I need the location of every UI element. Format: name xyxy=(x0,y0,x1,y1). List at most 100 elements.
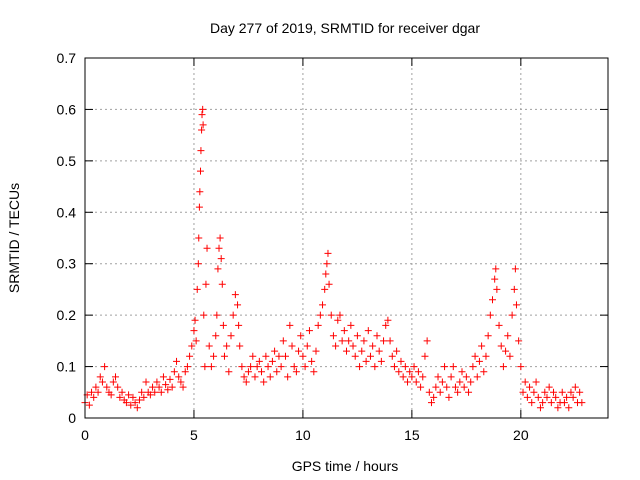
data-point xyxy=(558,388,566,396)
data-point xyxy=(220,352,228,360)
data-point xyxy=(125,391,133,399)
y-tick-label: 0.4 xyxy=(57,204,77,220)
data-point xyxy=(380,337,388,345)
data-point xyxy=(210,352,218,360)
data-point xyxy=(502,347,510,355)
data-point xyxy=(200,311,208,319)
data-point xyxy=(569,393,577,401)
data-point xyxy=(202,280,210,288)
data-point xyxy=(451,383,459,391)
data-point xyxy=(545,383,553,391)
data-point xyxy=(118,388,126,396)
data-point xyxy=(85,401,93,409)
data-point xyxy=(284,373,292,381)
data-point xyxy=(340,327,348,335)
data-point xyxy=(212,332,220,340)
data-point xyxy=(547,399,555,407)
data-point xyxy=(197,147,205,155)
data-point xyxy=(436,388,444,396)
data-point xyxy=(519,388,527,396)
data-point xyxy=(135,396,143,404)
data-point xyxy=(532,378,540,386)
data-point xyxy=(305,327,313,335)
data-point xyxy=(103,383,111,391)
x-tick-label: 20 xyxy=(513,427,529,443)
data-point xyxy=(258,368,266,376)
data-point xyxy=(166,375,174,383)
data-point xyxy=(534,393,542,401)
data-point xyxy=(194,260,202,268)
data-point xyxy=(408,373,416,381)
data-point xyxy=(510,285,518,293)
data-point xyxy=(186,352,194,360)
data-point xyxy=(432,383,440,391)
y-tick-label: 0 xyxy=(68,410,76,426)
data-point xyxy=(140,393,148,401)
data-point xyxy=(109,378,117,386)
data-point xyxy=(384,316,392,324)
data-point xyxy=(401,363,409,371)
data-point xyxy=(343,347,350,355)
data-point xyxy=(198,111,206,119)
data-point xyxy=(410,363,418,371)
x-tick-label: 5 xyxy=(190,427,198,443)
data-point xyxy=(195,203,203,211)
data-point xyxy=(193,285,201,293)
data-point xyxy=(94,388,102,396)
axis-ticks: 0 0.1 0.2 0.3 0.4 0.5 0.6 0.7 0 5 10 15 20 xyxy=(57,50,608,443)
data-point xyxy=(325,280,333,288)
data-point xyxy=(310,368,318,376)
data-point xyxy=(438,378,446,386)
data-point xyxy=(218,280,226,288)
data-point xyxy=(512,301,520,309)
data-point xyxy=(362,357,370,365)
data-point xyxy=(195,234,203,242)
data-point xyxy=(292,368,300,376)
data-point xyxy=(471,352,479,360)
data-point xyxy=(441,363,449,371)
data-point xyxy=(528,399,536,407)
data-point xyxy=(460,383,468,391)
data-point xyxy=(419,373,427,381)
data-point xyxy=(249,352,257,360)
data-point xyxy=(425,388,433,396)
data-point xyxy=(434,373,442,381)
data-point xyxy=(329,332,337,340)
data-point xyxy=(286,321,294,329)
data-point xyxy=(253,363,261,371)
data-point xyxy=(247,363,255,371)
x-tick-label: 10 xyxy=(295,427,311,443)
data-point xyxy=(264,363,272,371)
data-point xyxy=(101,363,109,371)
data-point xyxy=(366,352,374,360)
data-point xyxy=(578,399,586,407)
data-point xyxy=(316,311,324,319)
data-point xyxy=(521,378,529,386)
data-point xyxy=(489,296,497,304)
data-point xyxy=(192,337,200,345)
data-point xyxy=(406,368,414,376)
data-point xyxy=(279,337,287,345)
data-point xyxy=(523,393,531,401)
data-point xyxy=(231,291,239,299)
data-point xyxy=(164,386,172,394)
data-point xyxy=(351,352,359,360)
y-tick-label: 0.2 xyxy=(57,307,77,323)
data-point xyxy=(412,378,420,386)
data-point xyxy=(526,383,534,391)
data-point xyxy=(480,368,488,376)
x-tick-label: 15 xyxy=(404,427,420,443)
grid-lines xyxy=(85,58,608,418)
data-point xyxy=(260,378,268,386)
data-point xyxy=(515,337,523,345)
data-point xyxy=(454,388,462,396)
data-point xyxy=(173,357,181,365)
data-point xyxy=(114,383,122,391)
data-point xyxy=(235,321,243,329)
y-tick-label: 0.6 xyxy=(57,101,77,117)
data-point xyxy=(116,393,124,401)
data-point xyxy=(149,383,157,391)
y-tick-label: 0.3 xyxy=(57,256,77,272)
data-point xyxy=(301,363,309,371)
data-point xyxy=(96,373,104,381)
